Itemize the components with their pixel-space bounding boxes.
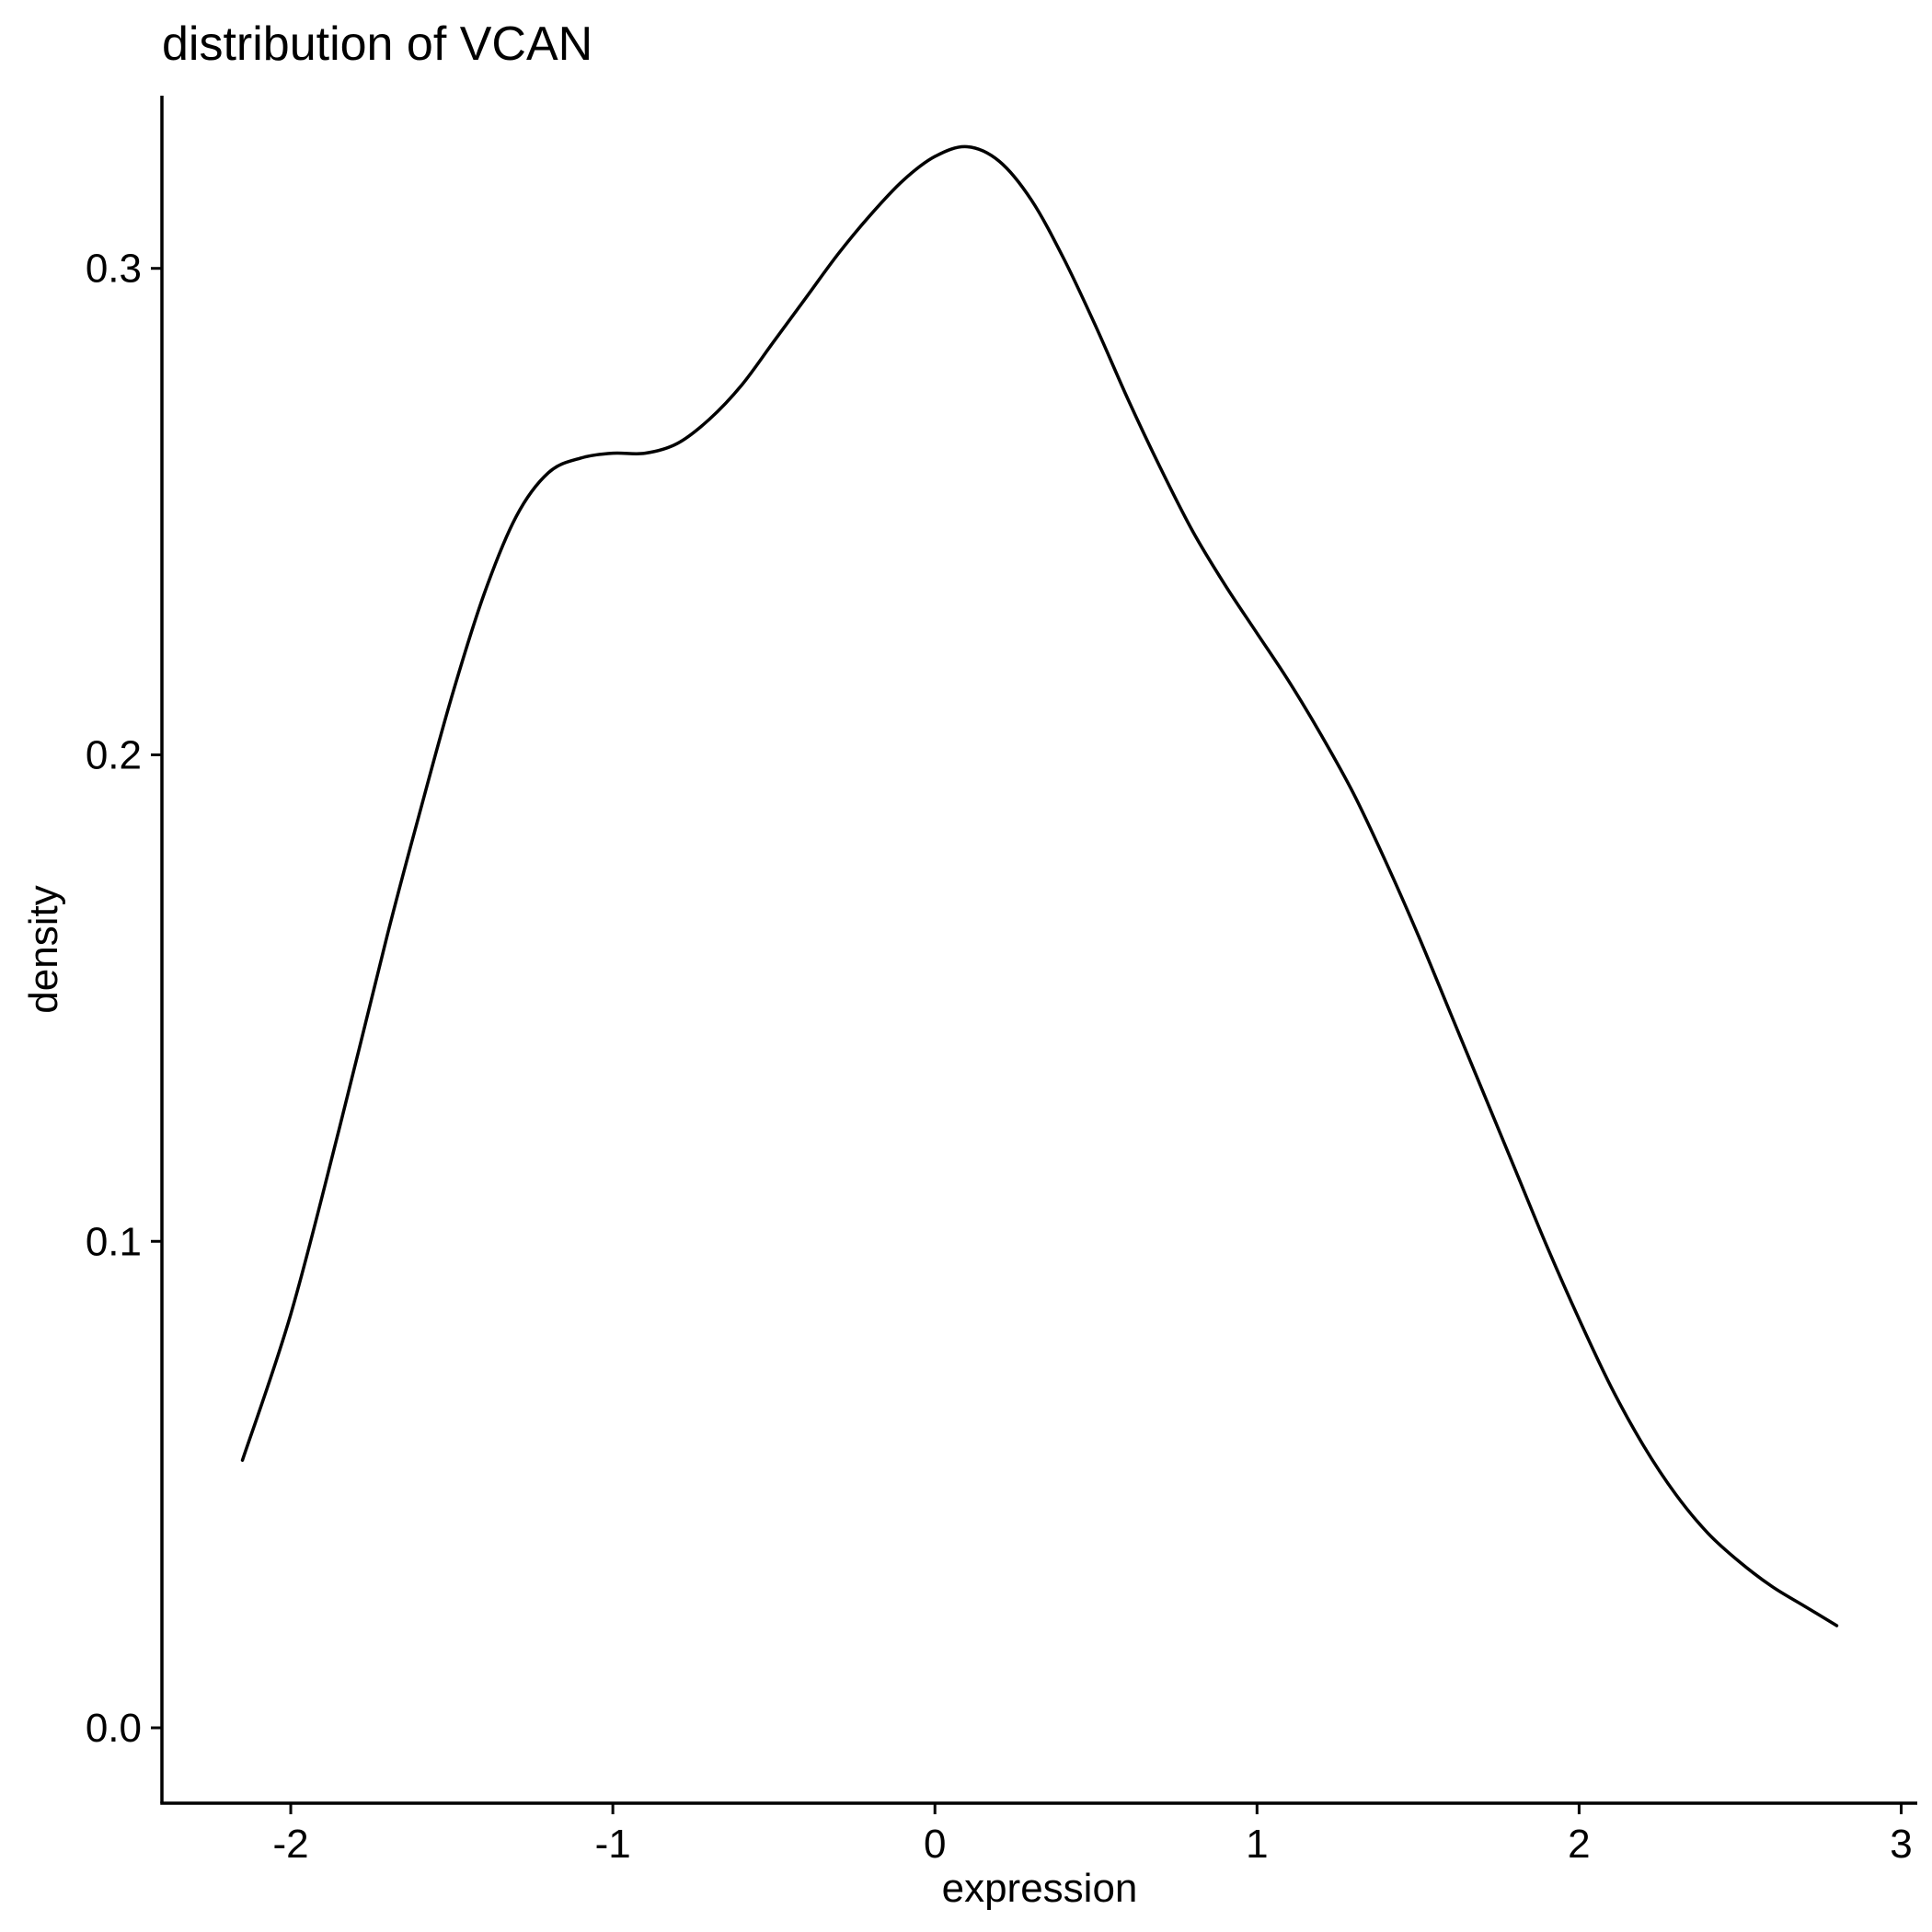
x-tick-label: -2 — [272, 1822, 308, 1867]
y-tick-label: 0.1 — [86, 1219, 142, 1264]
x-axis-label: expression — [942, 1866, 1138, 1911]
x-tick-label: 3 — [1890, 1822, 1912, 1867]
x-tick-label: 2 — [1568, 1822, 1590, 1867]
y-tick-label: 0.0 — [86, 1706, 142, 1751]
y-axis-ticks: 0.0 0.1 0.2 0.3 — [86, 247, 162, 1751]
density-curve — [240, 144, 1839, 1627]
y-tick-label: 0.2 — [86, 732, 142, 777]
x-tick-label: -1 — [595, 1822, 631, 1867]
y-tick-label: 0.3 — [86, 247, 142, 292]
x-tick-label: 1 — [1246, 1822, 1268, 1867]
x-axis-ticks: -2 -1 0 1 2 3 — [272, 1803, 1913, 1867]
x-tick-label: 0 — [924, 1822, 946, 1867]
y-axis-label: density — [21, 885, 66, 1013]
chart-title: distribution of VCAN — [162, 17, 592, 71]
